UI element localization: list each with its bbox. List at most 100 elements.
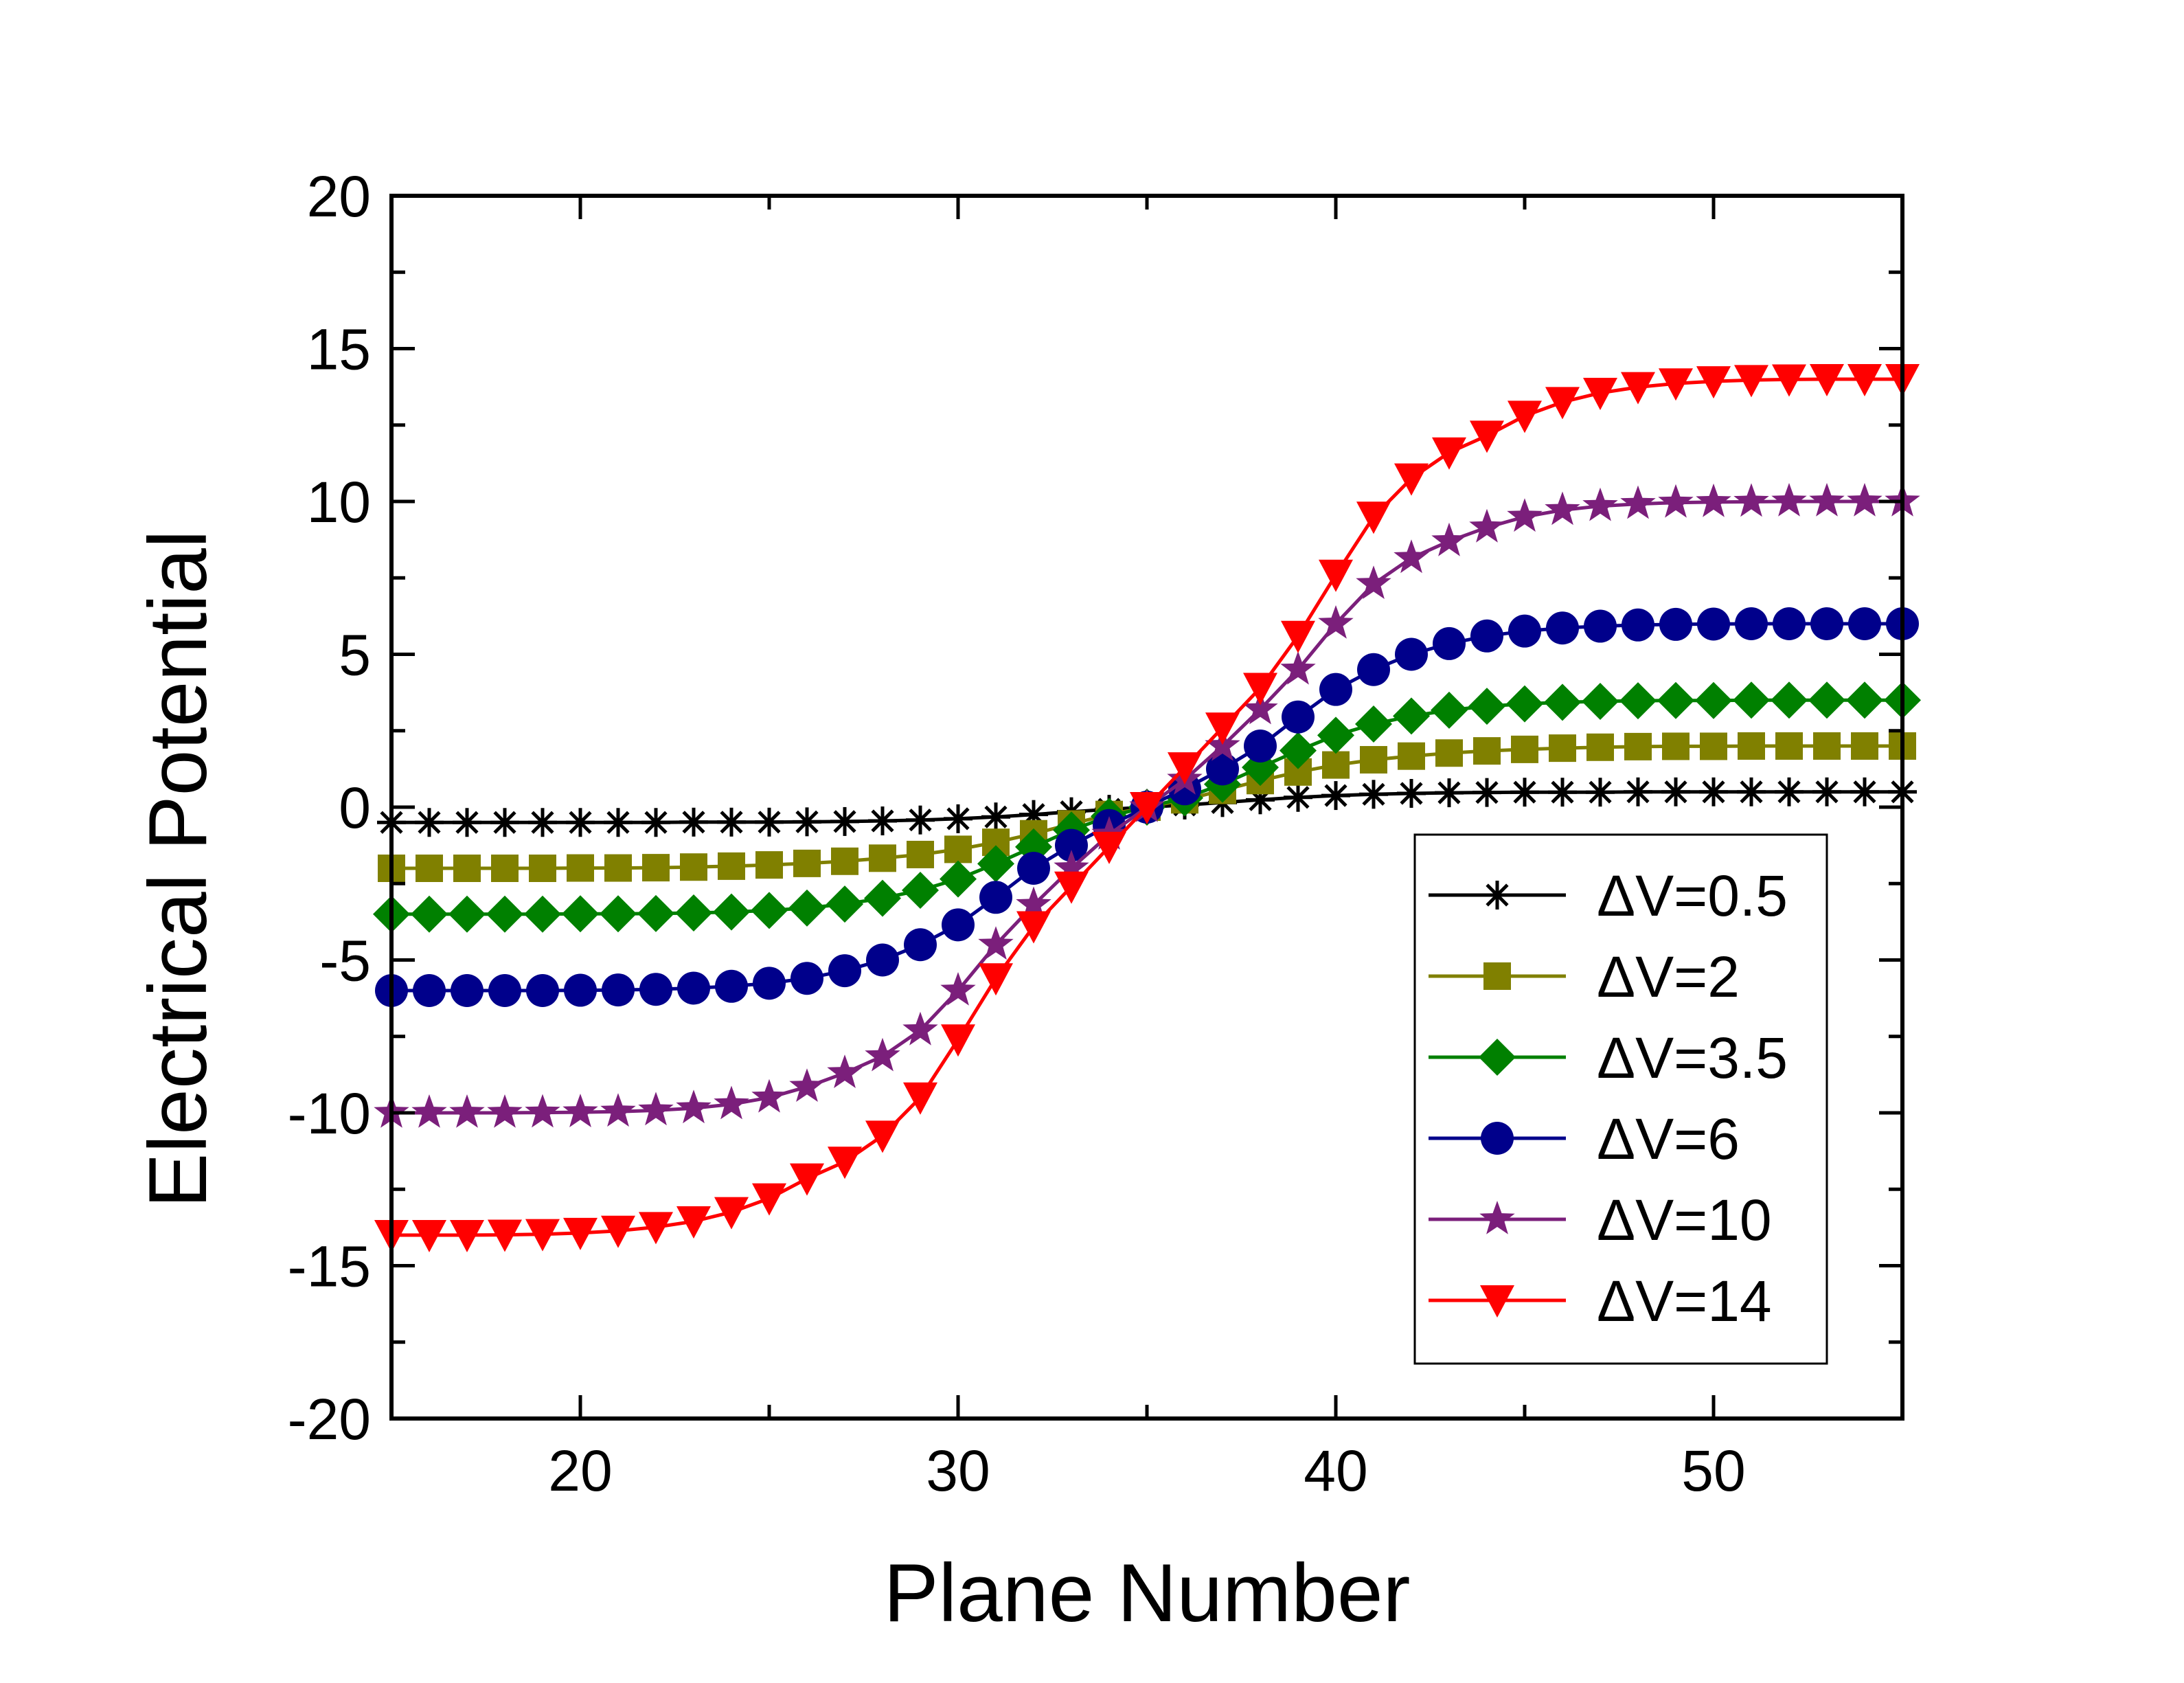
- series-layer: [373, 364, 1921, 1252]
- data-point-s2-39: [1851, 732, 1878, 760]
- data-point-s6-9: [714, 1197, 749, 1230]
- data-point-s4-12: [828, 954, 861, 988]
- data-point-s4-5: [564, 973, 597, 1007]
- data-point-s5-39: [1847, 483, 1882, 517]
- data-point-s6-22: [1205, 712, 1240, 745]
- data-point-s4-11: [790, 962, 823, 995]
- data-point-s4-27: [1395, 637, 1428, 671]
- data-point-s5-6: [600, 1093, 636, 1127]
- data-point-s2-13: [869, 844, 896, 872]
- data-point-s2-15: [944, 835, 972, 863]
- data-point-s5-30: [1507, 498, 1543, 532]
- data-point-s1-28: [1435, 778, 1464, 808]
- y-tick-label-15: 15: [307, 317, 371, 382]
- data-point-s1-38: [1812, 777, 1841, 806]
- legend-marker-2: [1483, 962, 1511, 990]
- data-point-s4-33: [1622, 608, 1654, 642]
- data-point-s3-15: [940, 860, 977, 898]
- data-point-s1-27: [1397, 778, 1426, 808]
- data-point-s1-12: [830, 806, 859, 836]
- y-tick-label-5: 5: [339, 623, 371, 688]
- data-point-s4-16: [979, 881, 1012, 914]
- data-point-s3-32: [1582, 683, 1619, 721]
- data-point-s5-5: [562, 1094, 598, 1127]
- data-point-s3-27: [1393, 697, 1430, 735]
- data-point-s2-1: [416, 855, 443, 882]
- data-point-s6-36: [1734, 365, 1768, 398]
- data-point-s3-24: [1279, 732, 1317, 769]
- data-point-s2-38: [1813, 732, 1841, 760]
- data-point-s6-25: [1319, 559, 1353, 592]
- data-point-s6-24: [1281, 620, 1315, 653]
- data-point-s3-37: [1771, 681, 1808, 719]
- data-point-s3-38: [1808, 681, 1845, 719]
- legend-label-4: ΔV=6: [1597, 1107, 1740, 1171]
- data-point-s1-7: [641, 808, 670, 837]
- x-tick-label-20: 20: [548, 1438, 612, 1503]
- data-point-s5-34: [1658, 484, 1694, 518]
- data-point-s4-10: [753, 967, 786, 1000]
- y-tick-label--15: -15: [288, 1234, 371, 1299]
- data-point-s3-25: [1317, 716, 1354, 754]
- y-tick-label-0: 0: [339, 776, 371, 840]
- y-tick-label--5: -5: [319, 929, 371, 993]
- data-point-s1-24: [1284, 782, 1312, 812]
- data-point-s4-39: [1848, 607, 1881, 640]
- data-point-s5-28: [1431, 522, 1467, 556]
- data-point-s4-22: [1206, 752, 1239, 786]
- data-point-s6-12: [828, 1147, 862, 1179]
- data-point-s1-8: [679, 807, 708, 837]
- data-point-s3-31: [1544, 684, 1581, 721]
- data-point-s4-9: [715, 969, 748, 1003]
- data-point-s5-29: [1469, 508, 1505, 543]
- data-point-s5-7: [638, 1092, 674, 1126]
- data-point-s2-11: [793, 849, 821, 877]
- data-point-s6-38: [1810, 364, 1844, 396]
- data-point-s4-25: [1319, 673, 1352, 706]
- data-point-s6-39: [1847, 364, 1882, 396]
- data-point-s2-26: [1360, 746, 1387, 774]
- data-point-s4-36: [1735, 607, 1768, 640]
- data-point-s5-27: [1394, 539, 1429, 574]
- data-point-s6-23: [1243, 673, 1277, 705]
- data-point-s5-1: [411, 1094, 447, 1128]
- y-tick-label--10: -10: [288, 1081, 371, 1146]
- x-tick-label-40: 40: [1304, 1438, 1367, 1503]
- data-point-s6-20: [1130, 792, 1164, 824]
- data-point-s4-32: [1584, 609, 1617, 643]
- data-point-s4-38: [1810, 607, 1843, 640]
- data-point-s4-13: [866, 943, 899, 977]
- legend-marker-1: [1483, 881, 1512, 910]
- data-point-s4-29: [1470, 619, 1503, 653]
- legend-label-2: ΔV=2: [1597, 945, 1740, 1009]
- legend-label-5: ΔV=10: [1597, 1188, 1772, 1252]
- legend: ΔV=0.5 ΔV=2 ΔV=3.5 ΔV=6 ΔV=10 ΔV=14: [1413, 833, 1828, 1365]
- legend-item-5: ΔV=10: [1429, 1188, 1772, 1252]
- data-point-s2-33: [1624, 732, 1652, 760]
- data-point-s1-16: [981, 802, 1010, 832]
- data-point-s3-5: [562, 895, 599, 933]
- data-point-s5-35: [1696, 483, 1731, 517]
- data-point-s4-34: [1659, 607, 1692, 641]
- data-point-s5-3: [487, 1094, 523, 1128]
- data-point-s5-17: [1016, 886, 1051, 920]
- data-point-s3-1: [411, 895, 448, 933]
- data-point-s4-31: [1546, 611, 1579, 645]
- data-point-s4-28: [1433, 626, 1466, 660]
- series-6: [374, 364, 1920, 1252]
- data-point-s4-18: [1055, 828, 1088, 862]
- data-point-s4-7: [639, 973, 672, 1006]
- data-point-s6-27: [1394, 463, 1429, 496]
- data-point-s3-12: [826, 885, 863, 923]
- data-point-s6-7: [639, 1212, 673, 1245]
- y-tick-label-20: 20: [307, 164, 371, 229]
- data-point-s6-34: [1659, 368, 1693, 401]
- legend-item-2: ΔV=2: [1429, 945, 1740, 1009]
- data-point-s3-2: [448, 895, 486, 933]
- series-1: [377, 777, 1917, 837]
- data-point-s6-16: [979, 963, 1013, 996]
- data-point-s4-24: [1282, 700, 1315, 734]
- data-point-s1-6: [604, 808, 633, 837]
- data-point-s6-8: [676, 1206, 711, 1239]
- data-point-s5-16: [978, 926, 1014, 960]
